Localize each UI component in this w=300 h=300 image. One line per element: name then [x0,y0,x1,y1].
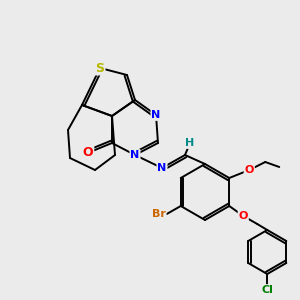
Text: Br: Br [152,209,166,219]
Text: O: O [238,211,248,221]
Text: S: S [95,61,104,74]
Text: H: H [185,138,195,148]
Text: N: N [152,110,160,120]
Text: N: N [130,150,140,160]
Text: O: O [244,165,254,175]
Text: Cl: Cl [261,285,273,295]
Text: O: O [83,146,93,158]
Text: N: N [158,163,166,173]
